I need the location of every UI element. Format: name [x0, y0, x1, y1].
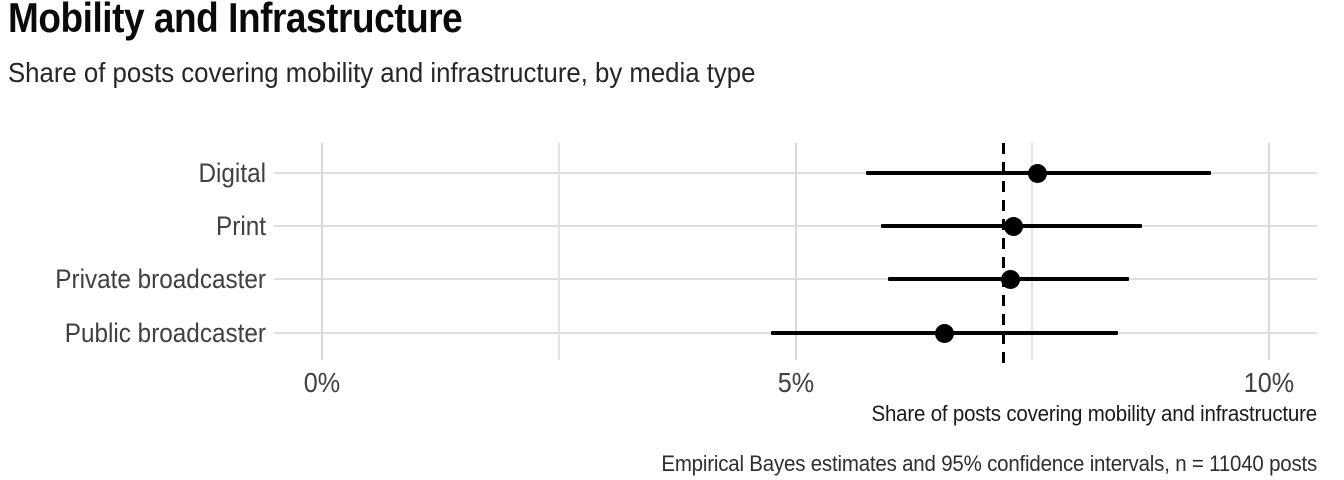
x-tick-label: 10% — [1243, 367, 1295, 398]
gridline-x-minor — [1031, 143, 1034, 360]
x-axis-title: Share of posts covering mobility and inf… — [871, 401, 1318, 426]
gridline-x-major — [794, 143, 797, 360]
y-axis-label: Digital — [198, 158, 266, 188]
point-estimate — [1028, 163, 1048, 183]
reference-line — [1002, 143, 1006, 363]
gridline-x-major — [1268, 143, 1270, 360]
chart-caption: Empirical Bayes estimates and 95% confid… — [661, 451, 1317, 476]
plot-panel — [274, 143, 1317, 363]
point-estimate — [1003, 216, 1023, 236]
chart-subtitle: Share of posts covering mobility and inf… — [8, 57, 756, 88]
chart-title: Mobility and Infrastructure — [8, 0, 463, 41]
y-axis-label: Public broadcaster — [64, 318, 266, 348]
x-tick-label: 5% — [777, 367, 814, 398]
x-tick-label: 0% — [303, 367, 341, 398]
gridline-x-major — [321, 143, 323, 360]
point-estimate — [934, 323, 954, 343]
point-estimate — [1000, 269, 1020, 289]
y-axis-label: Private broadcaster — [55, 264, 266, 294]
y-axis-label: Print — [216, 211, 266, 241]
gridline-x-minor — [557, 143, 560, 360]
